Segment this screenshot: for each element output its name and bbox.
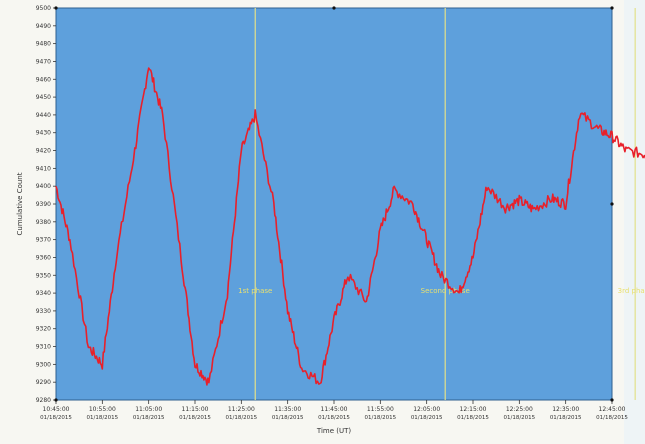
y-tick-label: 9440 bbox=[36, 112, 51, 119]
y-tick-label: 9280 bbox=[36, 397, 51, 404]
phase-marker-label: 3rd phase bbox=[618, 287, 645, 295]
x-tick-date: 01/18/2015 bbox=[364, 415, 396, 421]
y-tick-label: 9410 bbox=[36, 165, 51, 172]
y-tick-label: 9350 bbox=[36, 272, 51, 279]
y-tick-label: 9390 bbox=[36, 201, 51, 208]
y-tick-label: 9420 bbox=[36, 148, 51, 155]
x-tick-date: 01/18/2015 bbox=[318, 415, 350, 421]
x-tick-date: 01/18/2015 bbox=[133, 415, 165, 421]
y-tick-label: 9360 bbox=[36, 254, 51, 261]
y-tick-label: 9330 bbox=[36, 308, 51, 315]
y-tick-label: 9490 bbox=[36, 23, 51, 30]
series-group bbox=[54, 6, 645, 402]
x-tick-date: 01/18/2015 bbox=[550, 415, 582, 421]
y-tick-label: 9430 bbox=[36, 130, 51, 137]
x-tick-time: 11:15:00 bbox=[182, 406, 209, 413]
x-tick-time: 12:25:00 bbox=[506, 406, 533, 413]
x-tick-time: 12:05:00 bbox=[413, 406, 440, 413]
x-tick-time: 11:05:00 bbox=[135, 406, 162, 413]
axis-dot bbox=[54, 398, 58, 402]
x-tick-date: 01/18/2015 bbox=[40, 415, 72, 421]
phase-marker-label: 1st phase bbox=[238, 287, 272, 295]
y-tick-label: 9380 bbox=[36, 219, 51, 226]
y-axis: 9500 9490 9480 9470 9460 9450 9440 9430 9420 9410… bbox=[36, 5, 56, 404]
y-tick-label: 9290 bbox=[36, 379, 51, 386]
x-axis: 10:45:00 01/18/2015 10:55:00 01/18/2015 11:0… bbox=[40, 400, 628, 421]
x-tick-date: 01/18/2015 bbox=[596, 415, 628, 421]
y-tick-label: 9500 bbox=[36, 5, 51, 12]
y-tick-label: 9370 bbox=[36, 237, 51, 244]
y-axis-label: Cumulative Count bbox=[16, 172, 24, 235]
x-tick-date: 01/18/2015 bbox=[225, 415, 257, 421]
x-tick-date: 01/18/2015 bbox=[503, 415, 535, 421]
y-tick-label: 9470 bbox=[36, 58, 51, 65]
y-tick-label: 9400 bbox=[36, 183, 51, 190]
axis-dot bbox=[610, 398, 614, 402]
series-line bbox=[55, 67, 645, 386]
phase-marker-label: Second phase bbox=[421, 287, 470, 295]
x-tick-date: 01/18/2015 bbox=[86, 415, 118, 421]
y-tick-label: 9310 bbox=[36, 344, 51, 351]
x-tick-time: 11:35:00 bbox=[274, 406, 301, 413]
plot-area bbox=[55, 7, 613, 401]
x-axis-label: Time (UT) bbox=[316, 427, 351, 435]
y-tick-label: 9340 bbox=[36, 290, 51, 297]
phase-markers: 1st phase Second phase 3rd phase bbox=[238, 8, 645, 400]
axis-dot bbox=[610, 6, 614, 10]
y-tick-label: 9460 bbox=[36, 76, 51, 83]
y-tick-label: 9450 bbox=[36, 94, 51, 101]
y-tick-label: 9320 bbox=[36, 326, 51, 333]
x-tick-time: 10:45:00 bbox=[43, 406, 70, 413]
x-tick-time: 12:15:00 bbox=[460, 406, 487, 413]
x-tick-time: 11:25:00 bbox=[228, 406, 255, 413]
axis-dot bbox=[54, 6, 58, 10]
y-tick-label: 9480 bbox=[36, 41, 51, 48]
x-tick-time: 11:55:00 bbox=[367, 406, 394, 413]
x-tick-date: 01/18/2015 bbox=[411, 415, 443, 421]
y-tick-label: 9300 bbox=[36, 361, 51, 368]
axis-dot bbox=[332, 6, 336, 10]
x-tick-date: 01/18/2015 bbox=[457, 415, 489, 421]
x-tick-time: 12:45:00 bbox=[599, 406, 626, 413]
axis-dot bbox=[610, 202, 614, 206]
window-edge bbox=[624, 0, 645, 444]
x-tick-time: 10:55:00 bbox=[89, 406, 116, 413]
x-tick-date: 01/18/2015 bbox=[179, 415, 211, 421]
x-tick-time: 11:45:00 bbox=[321, 406, 348, 413]
x-tick-time: 12:35:00 bbox=[552, 406, 579, 413]
x-tick-date: 01/18/2015 bbox=[272, 415, 304, 421]
